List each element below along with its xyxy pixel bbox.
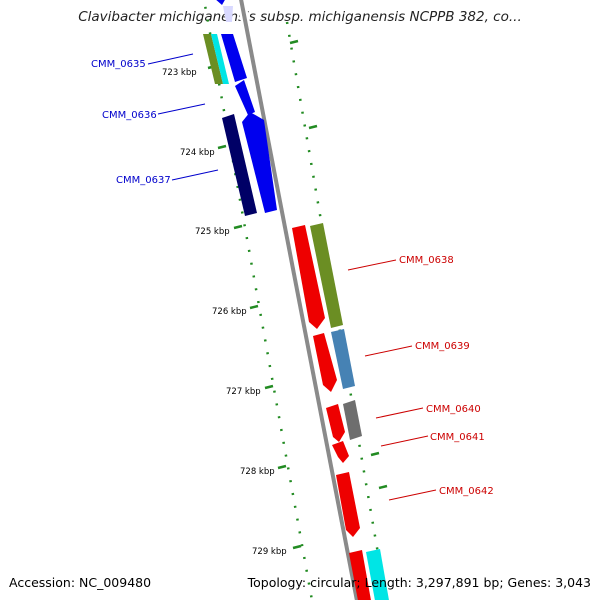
tick-label-726: 726 kbp xyxy=(212,307,247,317)
scale-ticks xyxy=(207,39,388,550)
tick-label-727: 727 kbp xyxy=(226,387,261,397)
gene-labels: CMM_0635 CMM_0636 CMM_0637 CMM_0638 CMM_… xyxy=(91,59,494,497)
gene-label-cmm-0639[interactable]: CMM_0639 xyxy=(415,341,470,352)
tick-label-725: 725 kbp xyxy=(195,227,230,237)
gene-label-cmm-0636[interactable]: CMM_0636 xyxy=(102,110,157,121)
cds-cmm-0640-gray xyxy=(343,400,362,440)
map-title: Clavibacter michiganensis subsp. michiga… xyxy=(78,9,522,25)
gene-label-cmm-0637[interactable]: CMM_0637 xyxy=(116,175,171,186)
gene-cmm-0635-top-arrow xyxy=(216,0,225,5)
gene-leader-lines xyxy=(147,53,437,501)
gene-label-cmm-0635[interactable]: CMM_0635 xyxy=(91,59,146,70)
scale-tick-labels: 723 kbp 724 kbp 725 kbp 726 kbp 727 kbp … xyxy=(162,68,287,557)
gene-cmm-0641 xyxy=(332,441,349,463)
gene-cmm-0636 xyxy=(235,80,255,115)
sequence-backbone xyxy=(236,0,362,600)
forward-genes xyxy=(203,0,277,216)
cds-cmm-0635-olive xyxy=(203,34,223,84)
reverse-genes xyxy=(292,223,389,600)
cds-cmm-0639-steel xyxy=(331,329,355,389)
gene-cmm-0637 xyxy=(242,112,277,213)
gene-cmm-0635 xyxy=(221,34,247,82)
cds-next-cyan xyxy=(366,549,389,600)
gene-cmm-0635-cap xyxy=(223,6,233,22)
tick-label-723: 723 kbp xyxy=(162,68,197,78)
gene-label-cmm-0640[interactable]: CMM_0640 xyxy=(426,404,481,415)
gene-cmm-0640 xyxy=(326,404,345,442)
tick-label-728: 728 kbp xyxy=(240,467,275,477)
gene-next-red xyxy=(349,550,371,600)
cds-cmm-0635-cyan xyxy=(211,34,229,84)
accession-text: Accession: NC_009480 xyxy=(9,575,152,590)
gene-label-cmm-0638[interactable]: CMM_0638 xyxy=(399,255,454,266)
gene-cmm-0637-dark xyxy=(222,114,257,216)
genome-summary-text: Topology: circular; Length: 3,297,891 bp… xyxy=(247,575,591,590)
cds-cmm-0638-olive xyxy=(310,223,343,328)
gene-label-cmm-0641[interactable]: CMM_0641 xyxy=(430,432,485,443)
tick-label-729: 729 kbp xyxy=(252,547,287,557)
gene-cmm-0638 xyxy=(292,225,325,329)
tick-label-724: 724 kbp xyxy=(180,148,215,158)
gene-cmm-0639 xyxy=(313,333,337,392)
gene-cmm-0642 xyxy=(336,472,360,537)
gene-label-cmm-0642[interactable]: CMM_0642 xyxy=(439,486,494,497)
